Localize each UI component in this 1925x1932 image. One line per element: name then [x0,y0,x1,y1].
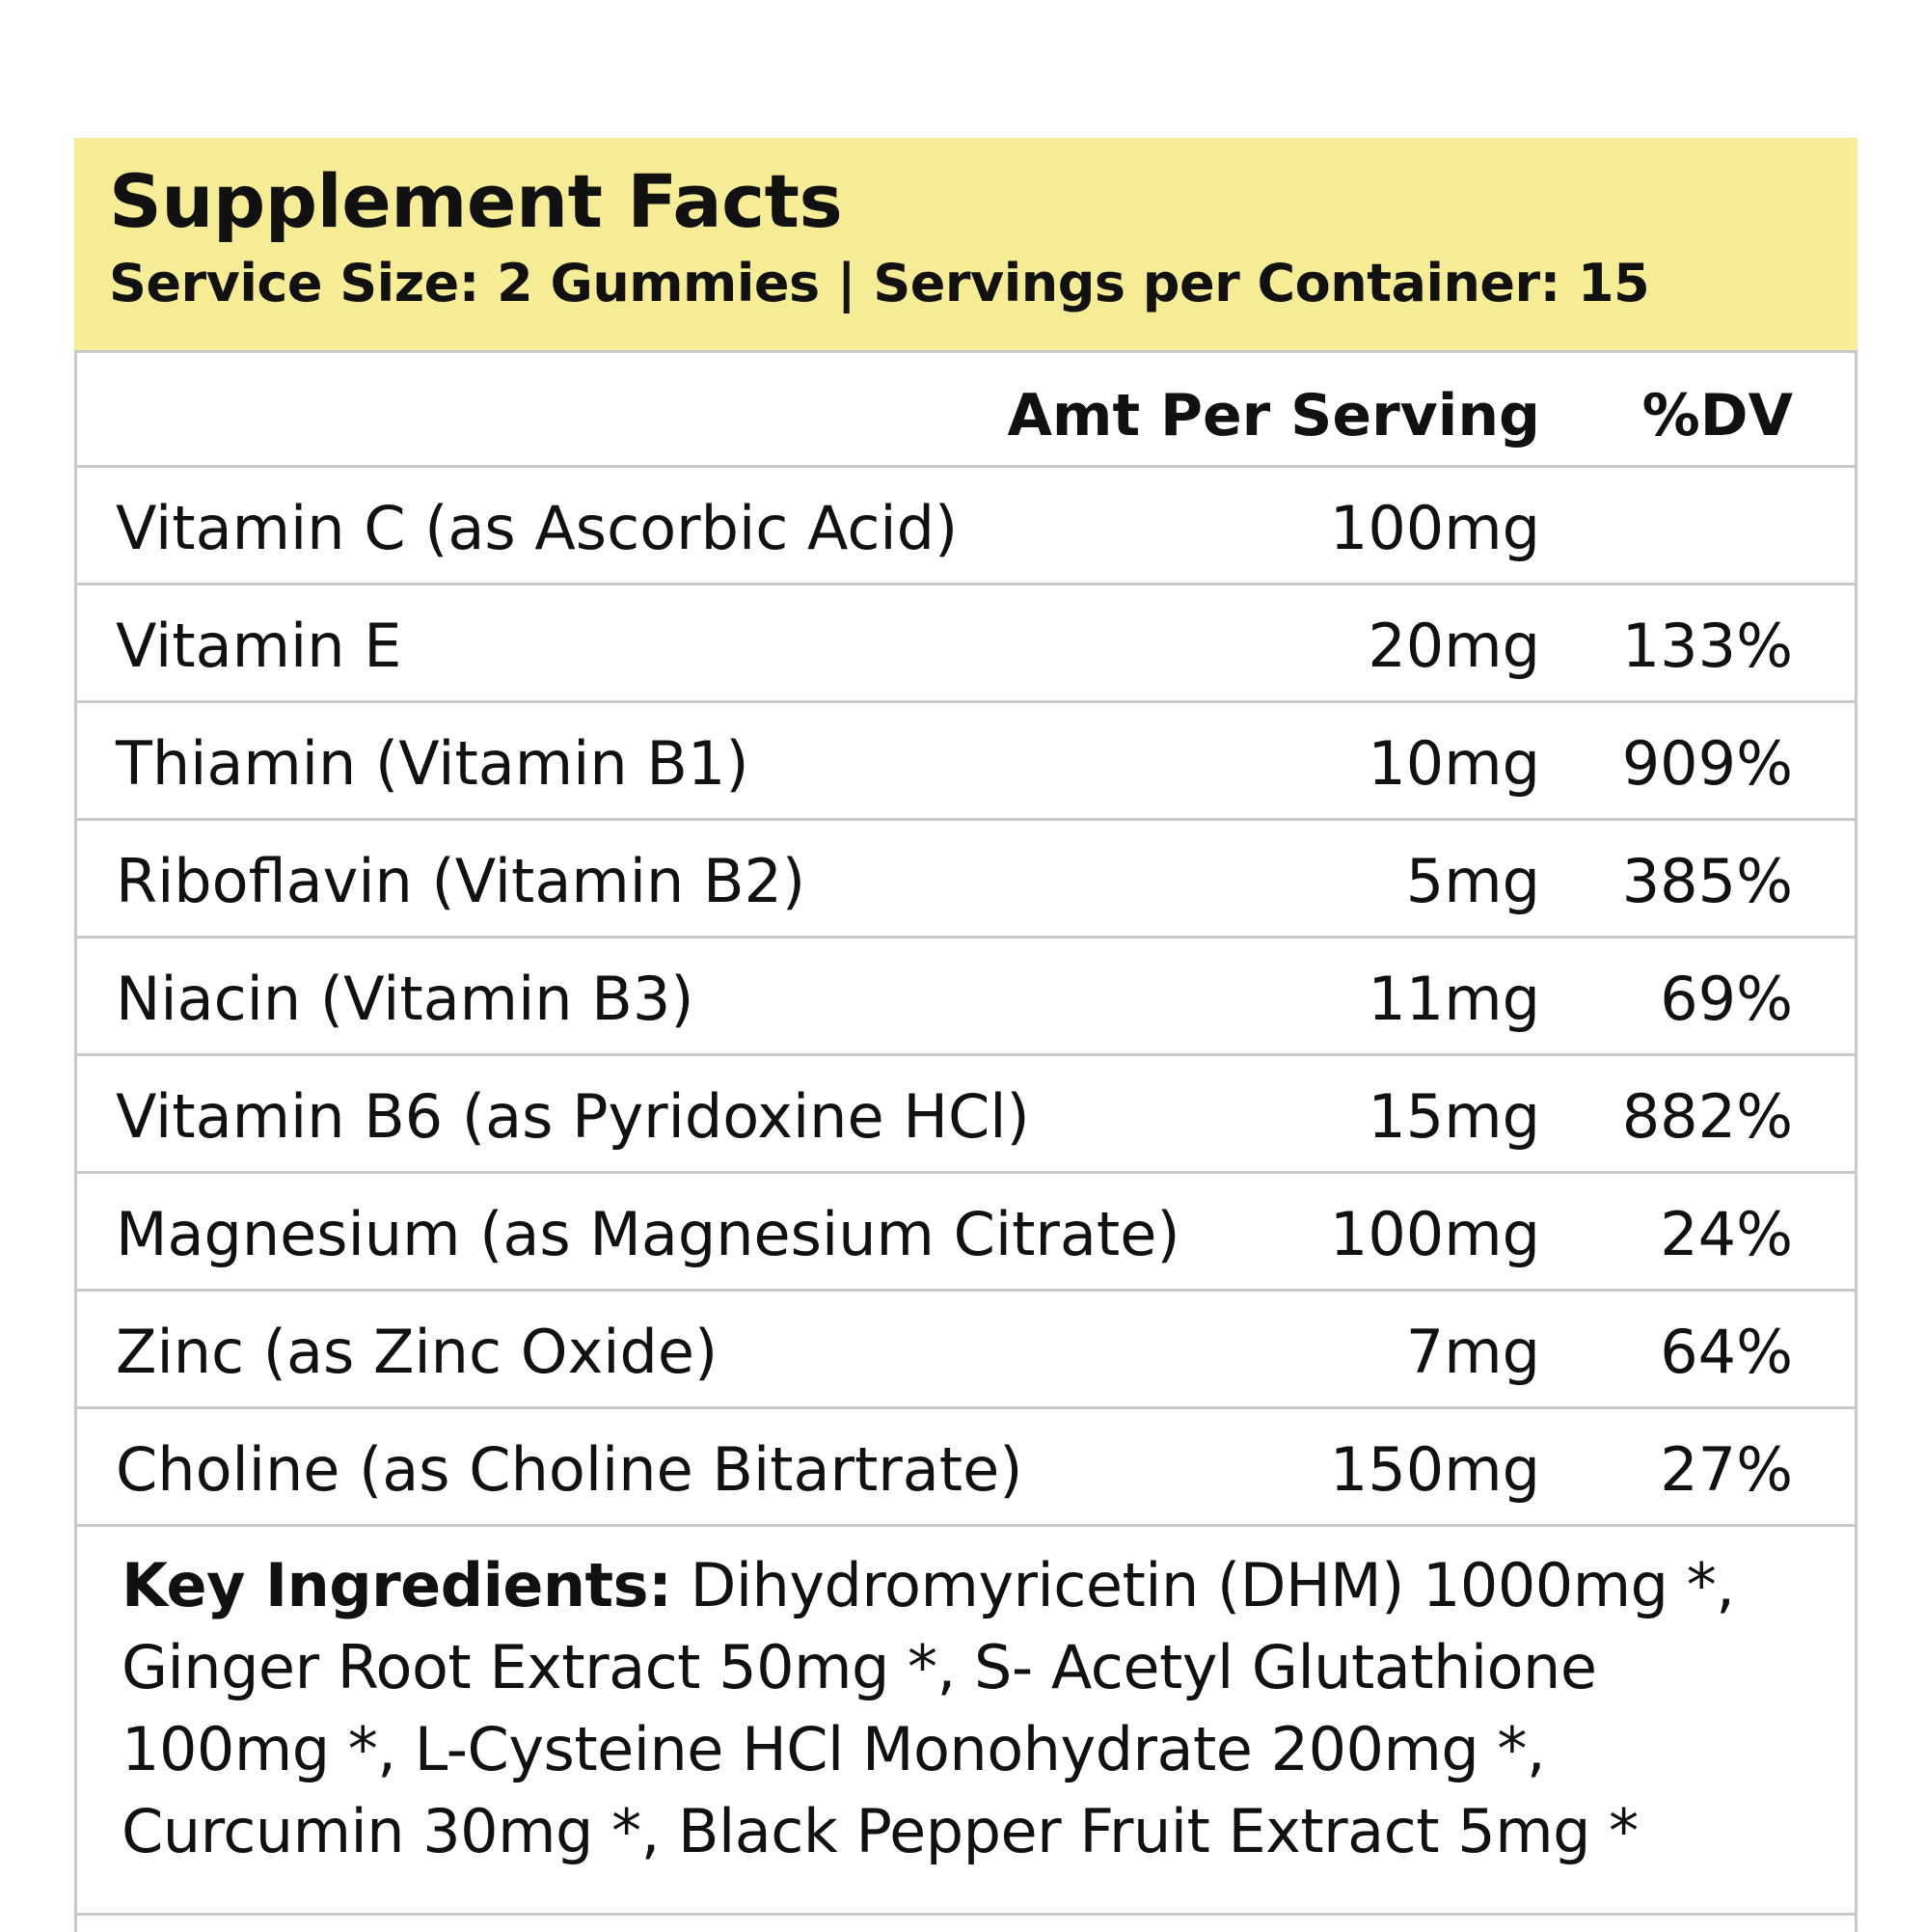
nutrient-amount: 10mg [1368,728,1540,799]
nutrient-rows: Vitamin C (as Ascorbic Acid) 100mg Vitam… [77,468,1855,1527]
nutrient-row: Vitamin E 20mg 133% [77,585,1855,703]
nutrient-row: Choline (as Choline Bitartrate) 150mg 27… [77,1409,1855,1527]
bottom-divider [77,1913,1855,1916]
nutrient-dv: 24% [1660,1199,1793,1269]
nutrient-amount: 100mg [1329,1199,1540,1269]
dv-column-header: %DV [1641,382,1793,449]
nutrient-amount: 11mg [1368,964,1540,1034]
nutrient-name: Riboflavin (Vitamin B2) [116,846,806,916]
nutrient-row: Zinc (as Zinc Oxide) 7mg 64% [77,1292,1855,1409]
nutrient-row: Magnesium (as Magnesium Citrate) 100mg 2… [77,1174,1855,1292]
nutrient-amount: 7mg [1405,1317,1540,1387]
key-ingredients-paragraph: Key Ingredients: Dihydromyricetin (DHM) … [122,1544,1819,1872]
nutrient-dv: 385% [1621,846,1793,916]
nutrient-name: Magnesium (as Magnesium Citrate) [116,1199,1180,1269]
key-ingredients-text: Dihydromyricetin (DHM) 1000mg *, Ginger … [122,1550,1735,1866]
nutrient-dv: 27% [1660,1434,1793,1505]
nutrient-amount: 100mg [1329,493,1540,563]
supplement-facts-panel: Supplement Facts Service Size: 2 Gummies… [74,138,1857,1932]
facts-header: Supplement Facts Service Size: 2 Gummies… [74,138,1857,350]
nutrient-row: Riboflavin (Vitamin B2) 5mg 385% [77,821,1855,939]
nutrient-row: Niacin (Vitamin B3) 11mg 69% [77,939,1855,1056]
nutrient-name: Choline (as Choline Bitartrate) [116,1434,1023,1505]
nutrient-name: Zinc (as Zinc Oxide) [116,1317,718,1387]
serving-size-line: Service Size: 2 Gummies | Servings per C… [109,253,1650,313]
amount-column-header: Amt Per Serving [1007,382,1540,449]
key-ingredients-label: Key Ingredients: [122,1550,672,1620]
nutrient-row: Vitamin B6 (as Pyridoxine HCl) 15mg 882% [77,1056,1855,1174]
nutrient-amount: 15mg [1368,1081,1540,1152]
nutrient-name: Vitamin E [116,611,402,681]
nutrient-amount: 5mg [1405,846,1540,916]
nutrient-name: Thiamin (Vitamin B1) [116,728,749,799]
nutrient-amount: 150mg [1329,1434,1540,1505]
nutrient-dv: 909% [1621,728,1793,799]
nutrient-name: Niacin (Vitamin B3) [116,964,694,1034]
nutrient-amount: 20mg [1368,611,1540,681]
nutrient-dv: 882% [1621,1081,1793,1152]
nutrient-name: Vitamin B6 (as Pyridoxine HCl) [116,1081,1030,1152]
nutrient-dv: 69% [1660,964,1793,1034]
nutrient-name: Vitamin C (as Ascorbic Acid) [116,493,959,563]
nutrient-row: Vitamin C (as Ascorbic Acid) 100mg [77,468,1855,585]
nutrient-dv: 133% [1621,611,1793,681]
facts-title: Supplement Facts [109,158,843,244]
nutrient-dv: 64% [1660,1317,1793,1387]
nutrient-row: Thiamin (Vitamin B1) 10mg 909% [77,703,1855,821]
column-header-row: Amt Per Serving %DV [77,350,1855,468]
